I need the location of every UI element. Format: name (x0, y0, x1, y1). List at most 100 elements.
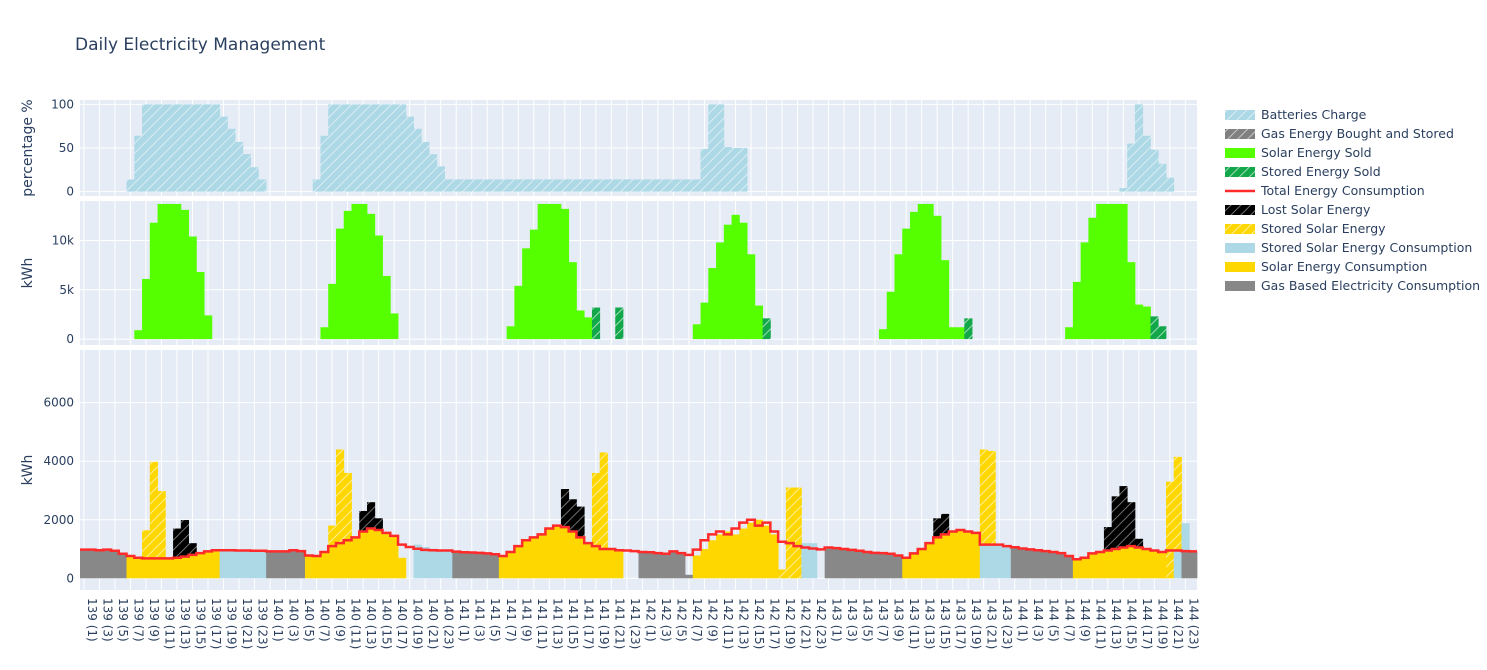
battery-charge-bar (204, 104, 213, 192)
x-tick-label: 141 (1) (457, 598, 471, 642)
battery-charge-bar (607, 179, 616, 192)
battery-charge-bar (1165, 177, 1175, 192)
gas-consumption-bar (661, 553, 670, 579)
x-tick-label: 140 (11) (349, 598, 363, 649)
x-tick-label: 139 (7) (131, 598, 145, 642)
gas-consumption-bar (685, 574, 694, 579)
solar-consumption-bar (545, 528, 554, 579)
solar-consumption-bar (351, 537, 360, 579)
solar-sold-bar (1065, 327, 1074, 340)
battery-charge-bar (436, 166, 445, 192)
solar-sold-bar (739, 222, 748, 340)
solar-consumption-bar (312, 556, 321, 579)
x-tick-label: 143 (9) (892, 598, 906, 642)
solar-sold-bar (708, 268, 717, 340)
x-tick-label: 144 (7) (1062, 598, 1076, 642)
battery-charge-bar (328, 104, 337, 192)
legend: Batteries Charge Gas Energy Bought and St… (1225, 107, 1480, 293)
solar-sold-bar (941, 260, 950, 340)
x-axis-tick-labels: 139 (1) 139 (3) 139 (5) 139 (7) 139 (9) 139 (… (85, 598, 1200, 649)
battery-charge-bar (235, 141, 244, 192)
sold-plot-area (80, 201, 1197, 345)
x-tick-label: 143 (15) (938, 598, 952, 649)
stored-solar-energy-bar (793, 487, 802, 579)
stored-solar-consumption-bar (444, 550, 453, 579)
gas-consumption-bar (863, 551, 872, 579)
x-tick-label: 140 (17) (395, 598, 409, 649)
legend-swatch (1225, 205, 1255, 215)
battery-charge-bar (242, 154, 252, 192)
solar-sold-bar (576, 310, 585, 340)
battery-charge-bar (716, 104, 725, 192)
solar-consumption-bar (320, 551, 329, 579)
stored-solar-consumption-bar (979, 544, 988, 579)
x-tick-label: 141 (13) (550, 598, 564, 649)
gas-consumption-bar (475, 552, 484, 579)
battery-charge-bar (320, 135, 329, 192)
solar-consumption-bar (498, 556, 508, 579)
solar-consumption-bar (165, 558, 174, 579)
solar-sold-bar (537, 203, 546, 340)
battery-charge-bar (1150, 149, 1159, 192)
x-tick-label: 142 (19) (783, 598, 797, 649)
legend-swatch (1225, 243, 1255, 253)
battery-charge-bar (622, 179, 632, 192)
solar-sold-bar (522, 248, 531, 340)
solar-sold-bar (731, 214, 740, 340)
battery-charge-bar (1127, 143, 1136, 192)
battery-charge-bar (405, 116, 414, 192)
x-tick-label: 141 (11) (535, 598, 549, 649)
legend-swatch (1225, 224, 1255, 234)
battery-charge-bar (390, 104, 399, 192)
lost-solar-energy-bar (173, 528, 182, 558)
solar-sold-bar (374, 235, 383, 340)
gas-consumption-bar (111, 550, 120, 579)
solar-consumption-bar (134, 557, 143, 579)
solar-consumption-bar (599, 549, 608, 579)
battery-charge-bar (739, 148, 748, 192)
gas-consumption-bar (1018, 548, 1027, 579)
battery-charge-bar (429, 154, 438, 192)
x-tick-label: 139 (9) (147, 598, 161, 642)
x-tick-label: 140 (1) (271, 598, 285, 642)
chart-title: Daily Electricity Management (75, 35, 326, 55)
sold-panel-ylabel: kWh (20, 258, 36, 289)
solar-consumption-bar (1072, 559, 1082, 579)
solar-sold-bar (886, 291, 895, 340)
gas-consumption-bar (1049, 551, 1058, 579)
gas-consumption-bar (886, 553, 895, 579)
battery-charge-bar (529, 179, 539, 192)
gas-consumption-bar (118, 553, 127, 579)
stored-solar-energy-bar (157, 491, 166, 559)
battery-charge-bar (413, 128, 422, 192)
battery-charge-bar (568, 179, 577, 192)
stored-solar-energy-bar (778, 569, 787, 579)
solar-sold-bar (149, 222, 158, 340)
solar-sold-bar (343, 210, 352, 340)
gas-consumption-bar (832, 548, 841, 579)
x-tick-label: 140 (19) (411, 598, 425, 649)
gas-consumption-bar (297, 551, 306, 579)
gas-consumption-bar (281, 551, 290, 579)
gas-consumption-bar (638, 551, 647, 579)
battery-charge-bar (258, 179, 267, 192)
x-tick-label: 144 (1) (1016, 598, 1030, 642)
solar-sold-bar (351, 203, 360, 340)
solar-sold-bar (948, 327, 957, 340)
solar-consumption-bar (568, 531, 577, 579)
lost-solar-energy-bar (933, 518, 942, 538)
stored-solar-consumption-bar (242, 550, 252, 579)
battery-charge-bar (685, 179, 694, 192)
x-tick-label: 140 (21) (426, 598, 440, 649)
solar-sold-bar (956, 327, 965, 340)
x-tick-label: 142 (21) (799, 598, 813, 649)
solar-sold-bar (933, 215, 942, 340)
solar-consumption-bar (514, 546, 523, 579)
gas-consumption-bar (491, 554, 500, 579)
solar-consumption-bar (196, 553, 205, 579)
battery-charge-bar (692, 179, 701, 192)
x-tick-label: 141 (7) (504, 598, 518, 642)
stored-solar-consumption-bar (250, 550, 259, 579)
solar-consumption-bar (754, 519, 764, 579)
battery-charge-bar (188, 104, 197, 192)
